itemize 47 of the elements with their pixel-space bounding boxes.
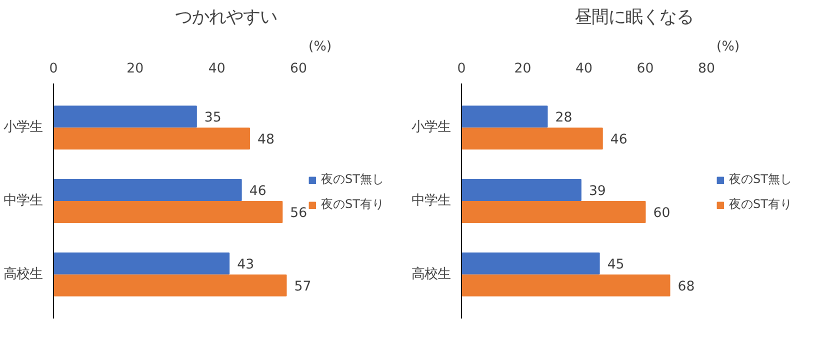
y-tick-label: 中学生 (412, 194, 450, 208)
x-axis-title: (%) (716, 40, 740, 54)
legend-label: 夜のST無し (729, 171, 792, 188)
bar (462, 201, 646, 223)
bar (54, 252, 230, 274)
bar (462, 179, 582, 201)
y-tick-label: 小学生 (4, 120, 42, 136)
legend-label: 夜のST有り (321, 196, 384, 213)
x-axis-title: (%) (308, 40, 332, 54)
y-tick-label: 高校生 (412, 266, 450, 282)
bar (54, 201, 283, 223)
y-tick-label: 中学生 (4, 194, 42, 208)
bar (462, 106, 548, 128)
data-label: 35 (204, 110, 222, 126)
x-tick-label: 80 (698, 62, 715, 76)
chart-title: 昼間に眠くなる (574, 8, 694, 28)
x-tick-label: 60 (636, 62, 654, 76)
bar (462, 128, 603, 150)
x-tick-label: 0 (457, 62, 466, 76)
data-label: 46 (610, 132, 628, 148)
data-label: 46 (249, 184, 266, 199)
data-label: 28 (555, 110, 572, 126)
bar (54, 179, 242, 201)
data-label: 45 (607, 257, 624, 272)
y-tick-label: 高校生 (4, 266, 42, 282)
bar (54, 128, 250, 150)
data-label: 57 (294, 279, 312, 294)
x-tick-label: 40 (208, 62, 226, 76)
x-tick-label: 60 (290, 62, 307, 76)
data-label: 68 (678, 279, 695, 294)
data-label: 48 (258, 132, 274, 148)
x-tick-label: 20 (126, 62, 144, 76)
x-tick-label: 0 (49, 62, 58, 76)
x-tick-label: 20 (514, 62, 532, 76)
y-tick-label: 小学生 (412, 120, 450, 136)
data-label: 39 (588, 184, 606, 199)
data-label: 60 (653, 206, 670, 222)
data-label: 56 (290, 206, 308, 222)
x-tick-label: 40 (576, 62, 592, 76)
chart-title: つかれやすい (175, 8, 277, 28)
bar (54, 106, 197, 128)
bar (54, 274, 287, 296)
legend-label: 夜のST有り (729, 196, 792, 213)
legend-label: 夜のST無し (321, 171, 384, 188)
bar (462, 252, 600, 274)
bar (462, 274, 670, 296)
data-label: 43 (237, 257, 254, 272)
